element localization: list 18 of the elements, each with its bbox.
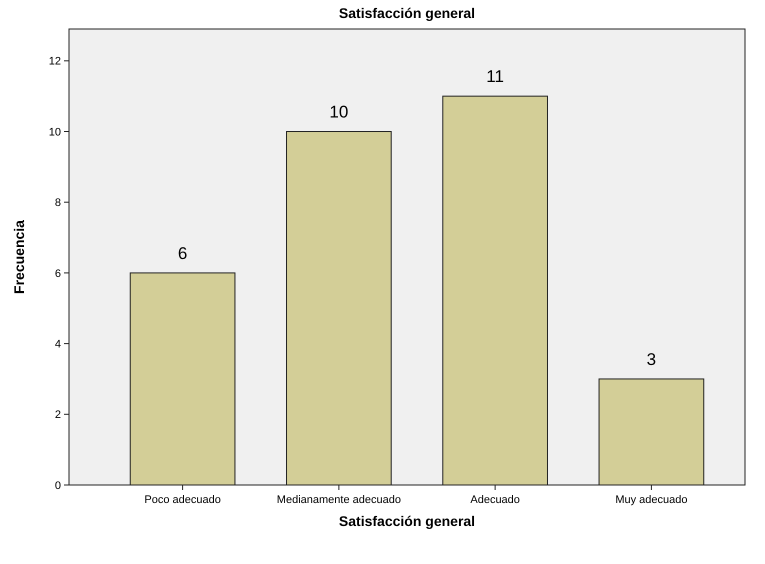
y-tick-label: 6 bbox=[54, 268, 61, 280]
x-axis-title: Satisfacción general bbox=[338, 513, 476, 529]
data-label: 6 bbox=[178, 244, 188, 263]
y-tick-label: 8 bbox=[54, 197, 61, 210]
x-tick-label: Adecuado bbox=[470, 494, 520, 506]
chart-title: Satisfacción general bbox=[338, 5, 476, 21]
y-tick-label: 10 bbox=[48, 126, 61, 138]
y-tick-label: 12 bbox=[48, 56, 61, 68]
x-tick-label: Poco adecuado bbox=[144, 494, 221, 506]
data-label: 3 bbox=[646, 350, 656, 369]
data-label: 10 bbox=[329, 102, 348, 122]
x-tick-label: Medianamente adecuado bbox=[276, 494, 401, 506]
y-tick-label: 4 bbox=[54, 338, 61, 350]
y-tick-label: 2 bbox=[54, 409, 61, 422]
y-axis-title: Frecuencia bbox=[11, 220, 27, 294]
y-tick-label: 0 bbox=[54, 480, 61, 492]
data-label: 11 bbox=[486, 67, 504, 86]
x-tick-label: Muy adecuado bbox=[615, 494, 688, 506]
